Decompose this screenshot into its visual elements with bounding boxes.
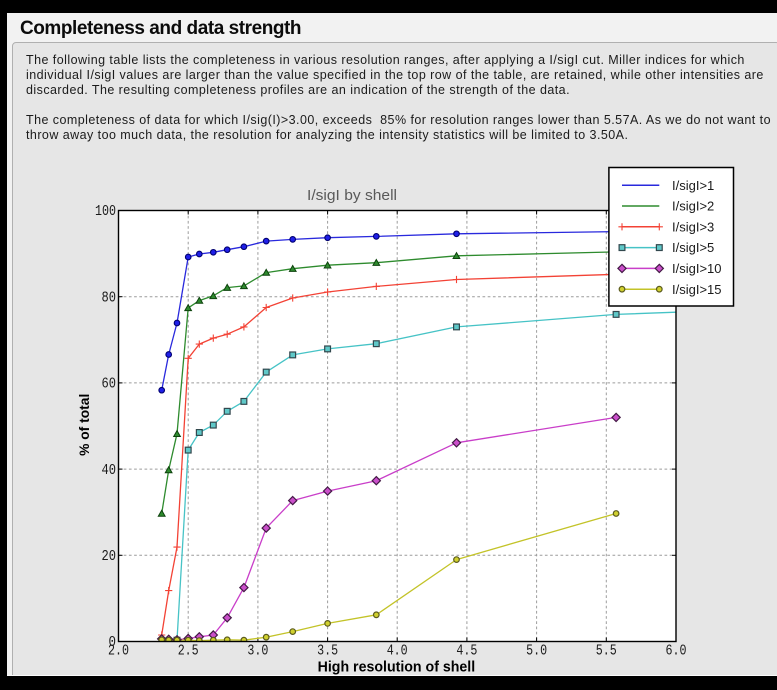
svg-text:80: 80 <box>102 289 117 306</box>
svg-text:% of total: % of total <box>76 394 92 456</box>
svg-text:I/sigI by shell: I/sigI by shell <box>307 188 397 204</box>
svg-text:6.0: 6.0 <box>666 643 687 660</box>
svg-text:I/sigI>15: I/sigI>15 <box>672 282 722 297</box>
svg-text:2.0: 2.0 <box>108 643 129 660</box>
svg-text:4.0: 4.0 <box>387 643 408 660</box>
svg-text:I/sigI>5: I/sigI>5 <box>672 240 714 255</box>
svg-text:5.5: 5.5 <box>596 643 617 660</box>
svg-text:0: 0 <box>109 634 117 651</box>
svg-text:3.0: 3.0 <box>247 643 268 660</box>
svg-text:I/sigI>2: I/sigI>2 <box>672 199 714 214</box>
svg-text:I/sigI>1: I/sigI>1 <box>672 178 714 193</box>
svg-text:5.0: 5.0 <box>526 643 547 660</box>
svg-text:3.5: 3.5 <box>317 643 338 660</box>
svg-text:100: 100 <box>95 203 116 220</box>
svg-text:20: 20 <box>102 548 117 565</box>
svg-text:40: 40 <box>102 462 117 479</box>
svg-text:High resolution of shell: High resolution of shell <box>318 659 476 675</box>
svg-text:60: 60 <box>102 376 117 393</box>
svg-text:I/sigI>10: I/sigI>10 <box>672 261 722 276</box>
svg-text:4.5: 4.5 <box>456 643 477 660</box>
svg-text:2.5: 2.5 <box>178 643 199 660</box>
svg-text:I/sigI>3: I/sigI>3 <box>672 219 714 234</box>
